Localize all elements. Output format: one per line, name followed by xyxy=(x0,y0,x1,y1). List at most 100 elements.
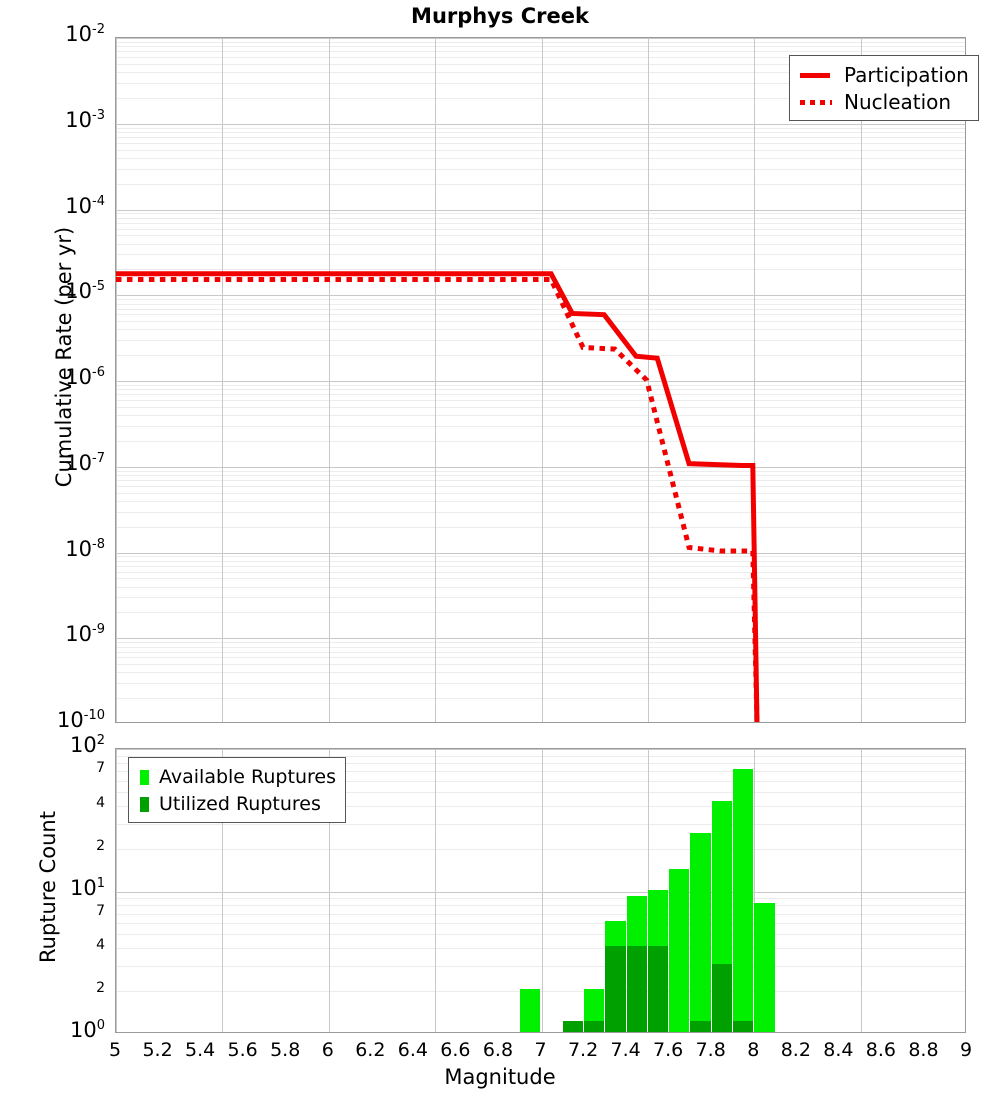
gridline-minor xyxy=(116,269,965,270)
x-tick-label: 8.4 xyxy=(823,1039,854,1061)
gridline-minor xyxy=(116,389,965,390)
gridline-minor xyxy=(116,824,965,825)
gridline-major xyxy=(116,124,965,125)
gridline-minor xyxy=(116,647,965,648)
bar-utilized xyxy=(605,946,626,1032)
gridline-minor xyxy=(116,898,965,899)
gridline-major xyxy=(116,210,965,211)
gridline-minor xyxy=(116,340,965,341)
gridline-minor xyxy=(116,923,965,924)
x-tick-label: 5.2 xyxy=(142,1039,173,1061)
gridline-vertical xyxy=(435,38,436,722)
bar-available xyxy=(669,868,690,1032)
gridline-minor xyxy=(116,83,965,84)
x-tick-label: 5.6 xyxy=(227,1039,258,1061)
gridline-minor xyxy=(116,229,965,230)
gridline-minor xyxy=(116,218,965,219)
x-tick-label: 8 xyxy=(747,1039,760,1061)
gridline-minor xyxy=(116,664,965,665)
gridline-major xyxy=(116,467,965,468)
gridline-minor xyxy=(116,223,965,224)
top-y-axis-title: Cumulative Rate (per yr) xyxy=(52,226,76,488)
gridline-minor xyxy=(116,254,965,255)
gridline-minor xyxy=(116,394,965,395)
x-axis-title: Magnitude xyxy=(444,1065,556,1089)
x-tick-label: 7.8 xyxy=(695,1039,726,1061)
gridline-vertical xyxy=(222,749,223,1032)
gridline-vertical xyxy=(754,749,755,1032)
gridline-minor xyxy=(116,642,965,643)
gridline-vertical xyxy=(116,749,117,1032)
y-tick-label: 102 xyxy=(69,733,105,757)
gridline-major xyxy=(116,295,965,296)
gridline-minor xyxy=(116,98,965,99)
x-tick-label: 6.6 xyxy=(440,1039,471,1061)
gridline-minor xyxy=(116,42,965,43)
gridline-minor xyxy=(116,991,965,992)
gridline-minor xyxy=(116,158,965,159)
gridline-minor xyxy=(116,64,965,65)
gridline-minor xyxy=(116,321,965,322)
gridline-minor xyxy=(116,806,965,807)
x-tick-label: 8.6 xyxy=(865,1039,896,1061)
gridline-major xyxy=(116,749,965,750)
bottom-plot-gridlines xyxy=(116,749,965,1032)
gridline-minor xyxy=(116,184,965,185)
gridline-vertical xyxy=(754,38,755,722)
gridline-minor xyxy=(116,407,965,408)
bar-utilized xyxy=(690,1021,711,1032)
x-tick-label: 8.2 xyxy=(780,1039,811,1061)
gridline-minor xyxy=(116,57,965,58)
gridline-vertical xyxy=(435,749,436,1032)
gridline-vertical xyxy=(116,38,117,722)
rupture-bars xyxy=(116,749,965,1032)
gridline-vertical xyxy=(861,749,862,1032)
gridline-minor xyxy=(116,698,965,699)
y-tick-label: 100 xyxy=(69,1018,105,1042)
y-tick-label: 10-5 xyxy=(65,279,105,304)
gridline-minor xyxy=(116,597,965,598)
curve-participation xyxy=(116,271,760,722)
bar-utilized xyxy=(733,1021,754,1032)
y-tick-label-minor: 7 xyxy=(96,902,105,919)
bar-utilized xyxy=(647,946,669,1032)
gridline-minor xyxy=(116,355,965,356)
gridline-minor xyxy=(116,385,965,386)
legend-item-available: Available Ruptures xyxy=(138,763,336,790)
rate-curves xyxy=(116,271,760,722)
cumulative-rate-plot xyxy=(115,37,966,723)
gridline-minor xyxy=(116,849,965,850)
gridline-major xyxy=(116,553,965,554)
gridline-minor xyxy=(116,934,965,935)
gridline-minor xyxy=(116,150,965,151)
gridline-vertical xyxy=(329,749,330,1032)
gridline-minor xyxy=(116,415,965,416)
x-tick-label: 6.4 xyxy=(397,1039,428,1061)
bar-available xyxy=(733,769,754,1032)
gridline-minor xyxy=(116,480,965,481)
gridline-minor xyxy=(116,314,965,315)
gridline-minor xyxy=(116,426,965,427)
gridline-minor xyxy=(116,213,965,214)
gridline-vertical xyxy=(222,38,223,722)
gridline-minor xyxy=(116,652,965,653)
legend-item-nucleation: Nucleation xyxy=(799,88,969,115)
utilized-swatch-icon xyxy=(138,796,152,812)
bar-utilized xyxy=(711,964,732,1032)
y-tick-label: 10-3 xyxy=(65,107,105,132)
x-tick-label: 5.4 xyxy=(184,1039,216,1061)
top-plot-gridlines xyxy=(116,38,965,722)
gridline-minor xyxy=(116,46,965,47)
gridline-minor xyxy=(116,771,965,772)
bar-utilized xyxy=(584,1021,605,1032)
bar-available xyxy=(754,903,775,1032)
dotted-line-icon xyxy=(799,94,837,110)
gridline-major xyxy=(116,381,965,382)
y-tick-label: 10-8 xyxy=(65,536,105,561)
gridline-minor xyxy=(116,905,965,906)
gridline-vertical xyxy=(542,38,543,722)
x-tick-label: 7.4 xyxy=(610,1039,641,1061)
y-tick-label: 10-9 xyxy=(65,622,105,647)
bar-utilized xyxy=(626,946,647,1032)
